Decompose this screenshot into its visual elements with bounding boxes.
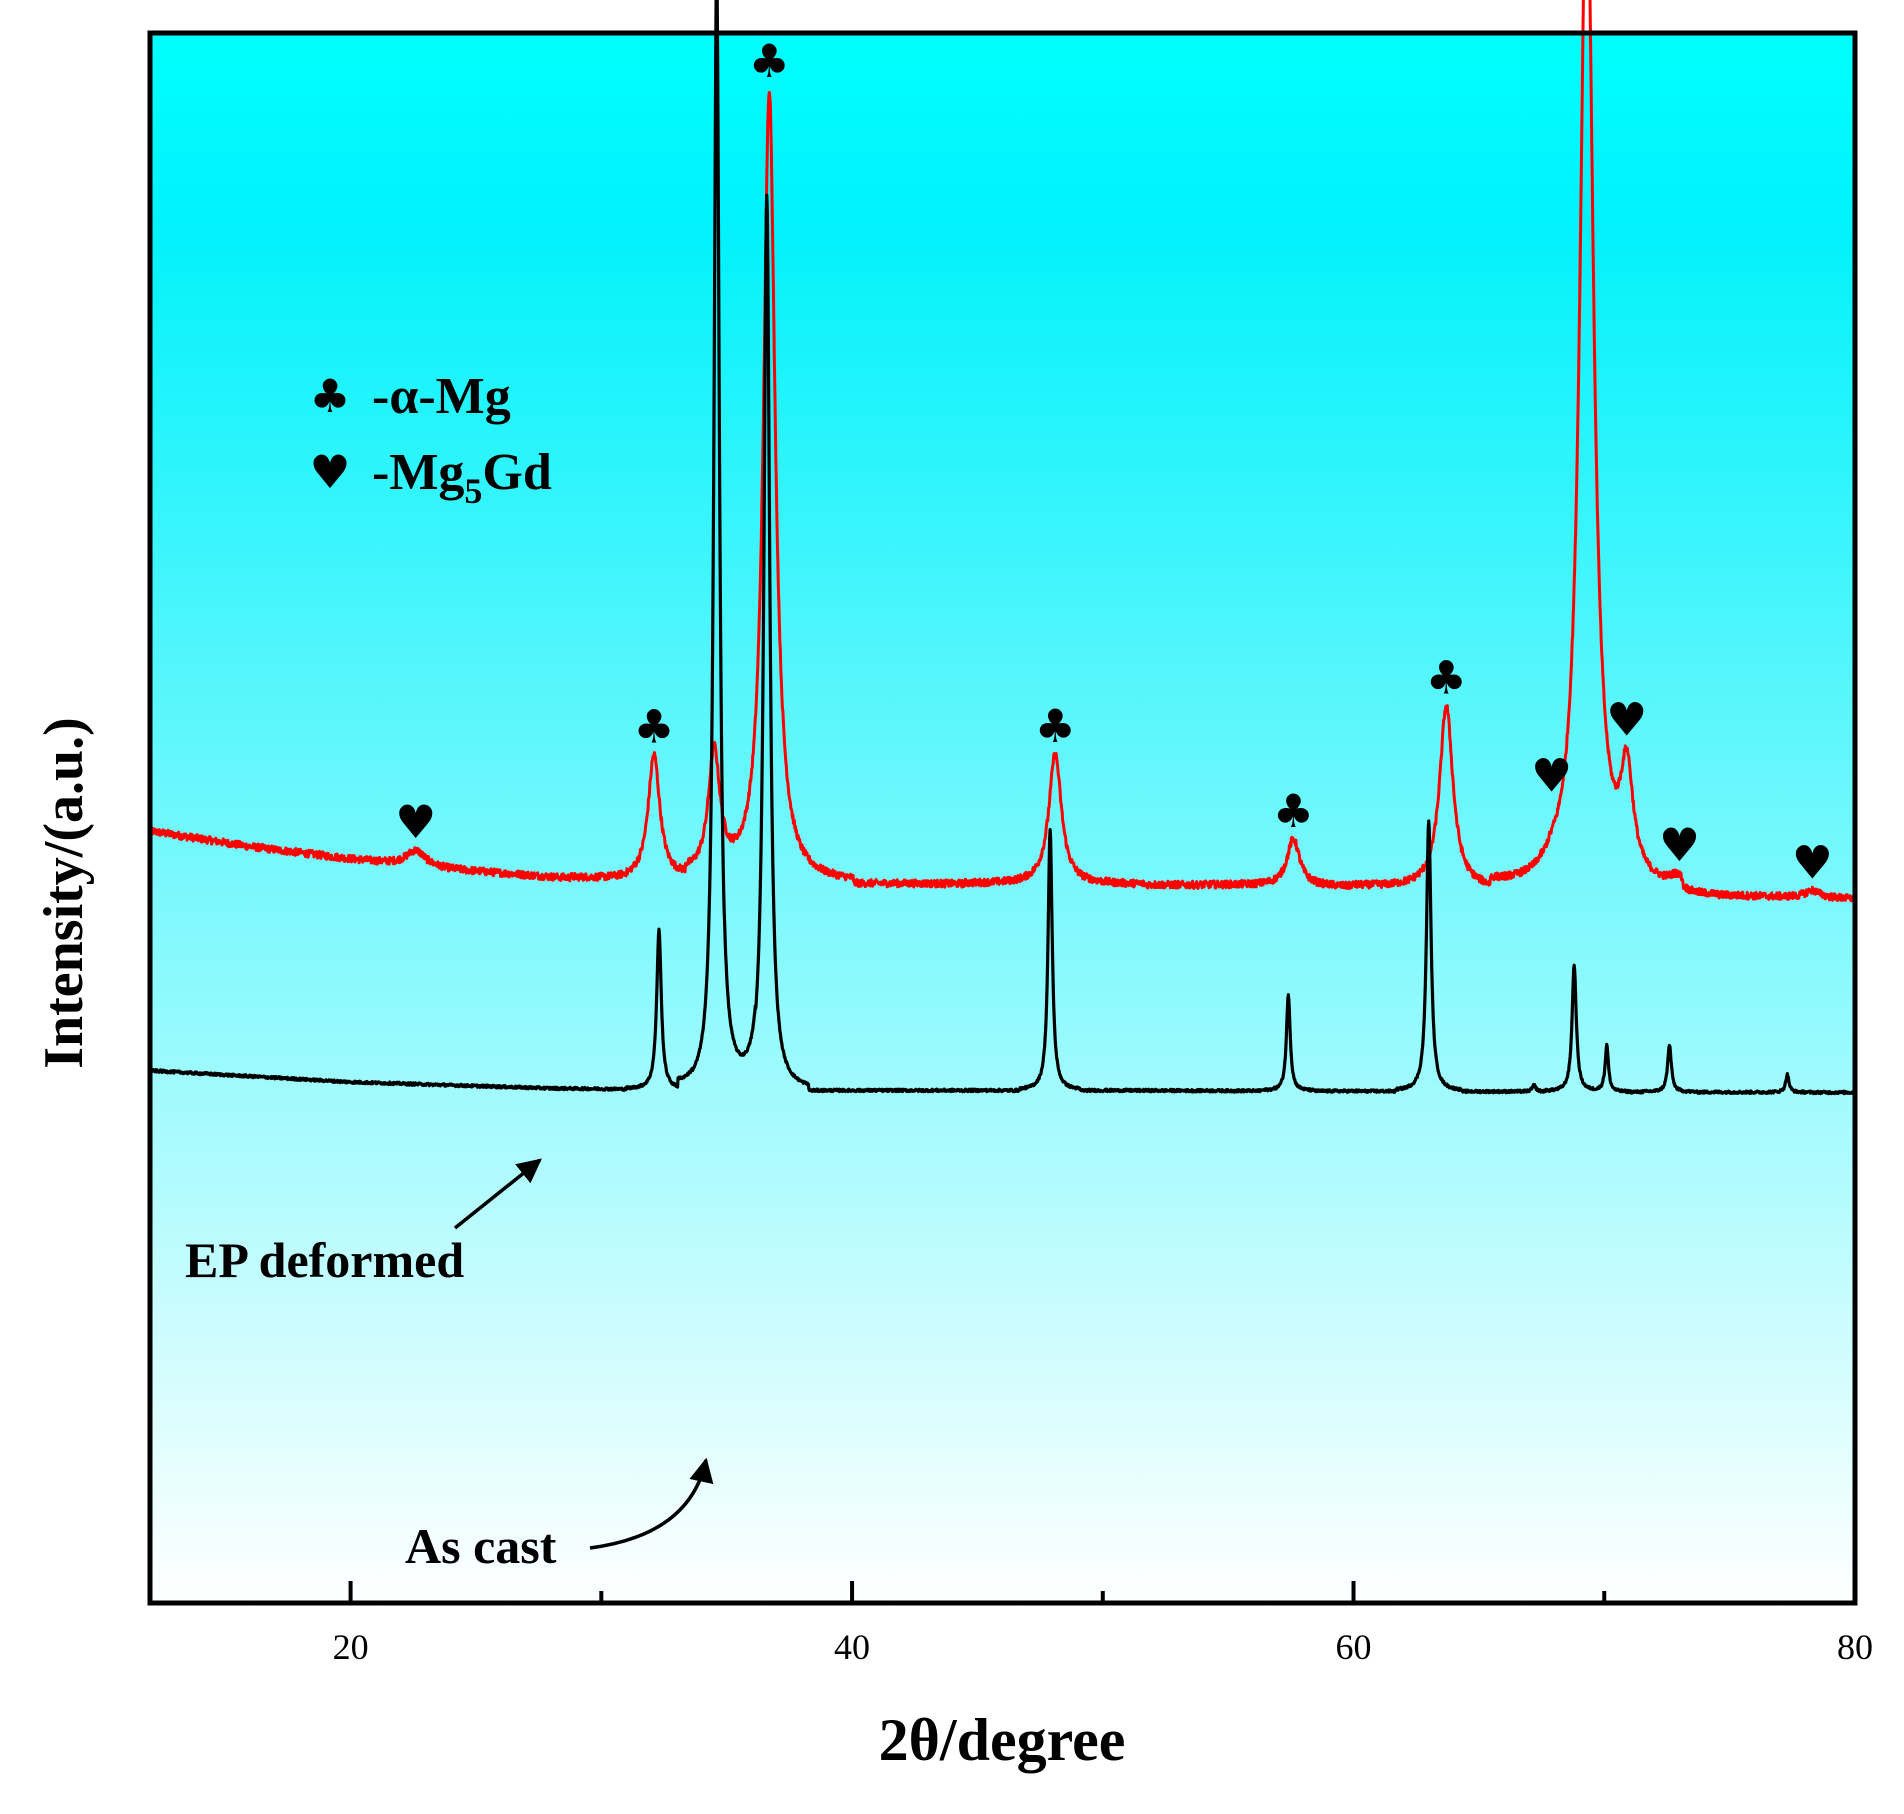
- series-layer: [148, 0, 1857, 1096]
- alpha-mg-club-marker-2: ♣: [749, 34, 790, 88]
- mg5gd-heart-marker-7: ♥: [395, 795, 436, 849]
- legend-label-mg5gd: -Mg5Gd: [372, 444, 552, 511]
- series-ep-deformed: [148, 0, 1857, 903]
- y-axis-title: Intensity/(a.u.): [33, 717, 95, 1069]
- series-line-as-cast: [148, 0, 1857, 1096]
- mg5gd-heart-marker-9: ♥: [1606, 693, 1647, 747]
- mg5gd-heart-marker-8: ♥: [1531, 749, 1572, 803]
- plot-background: [150, 33, 1855, 1603]
- alpha-mg-club-marker-5: ♣: [1426, 651, 1467, 705]
- x-tick-label-80: 80: [1837, 1627, 1873, 1667]
- plot-frame: [147, 30, 1858, 1606]
- annotations: EP deformed As cast: [185, 1158, 714, 1574]
- x-tick-label-40: 40: [834, 1627, 870, 1667]
- x-axis-title: 2θ/degree: [879, 1707, 1126, 1773]
- peak-marker-layer: ♣♣♣♣♣♣♣♥♥♥♥♥: [395, 34, 1833, 889]
- legend-label-mg5gd-suffix: Gd: [482, 444, 551, 501]
- legend-symbol-mg5gd: ♥: [309, 445, 350, 499]
- series-as-cast: [148, 0, 1857, 1096]
- legend-label-alpha-mg: -α-Mg: [372, 368, 511, 425]
- legend: ♣ -α-Mg ♥ -Mg5Gd: [309, 368, 551, 511]
- legend-label-mg5gd-subscript: 5: [464, 471, 482, 511]
- mg5gd-heart-marker-10: ♥: [1659, 818, 1700, 872]
- alpha-mg-club-marker-3: ♣: [1035, 699, 1076, 753]
- x-axis-ticks: 20 40 60 80: [333, 1581, 1873, 1667]
- mg5gd-heart-marker-11: ♥: [1792, 835, 1833, 889]
- annotation-arrow-ep-deformed: [453, 1158, 542, 1230]
- annotation-ep-deformed: EP deformed: [185, 1232, 464, 1288]
- series-line-ep-deformed: [148, 0, 1857, 903]
- x-tick-label-60: 60: [1336, 1627, 1372, 1667]
- x-tick-label-20: 20: [333, 1627, 369, 1667]
- legend-label-mg5gd-main: -Mg: [372, 444, 464, 501]
- alpha-mg-club-marker-0: ♣: [633, 699, 674, 753]
- alpha-mg-club-marker-4: ♣: [1273, 784, 1314, 838]
- annotation-arrow-as-cast: [589, 1457, 714, 1550]
- annotation-as-cast: As cast: [405, 1518, 557, 1574]
- legend-symbol-alpha-mg: ♣: [309, 369, 350, 423]
